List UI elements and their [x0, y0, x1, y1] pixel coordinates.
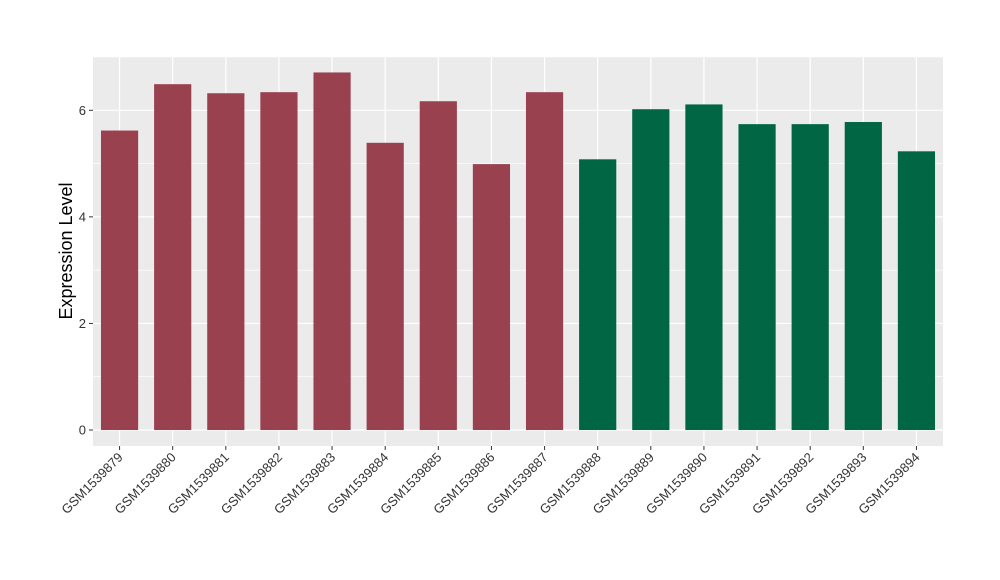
- y-axis: 0 2 4 6: [79, 103, 93, 438]
- bar-GSM1539880: [154, 84, 192, 431]
- bar-GSM1539893: [844, 122, 882, 431]
- y-tick-label: 0: [79, 423, 86, 438]
- bars: [100, 72, 936, 431]
- bar-GSM1539891: [738, 124, 776, 431]
- bar-GSM1539894: [897, 151, 936, 431]
- bar-GSM1539885: [419, 101, 457, 431]
- bar-GSM1539892: [791, 124, 829, 431]
- y-tick-label: 6: [79, 103, 86, 118]
- bar-GSM1539884: [366, 142, 404, 431]
- x-axis: GSM1539879GSM1539880GSM1539881GSM1539882…: [58, 446, 923, 517]
- bar-GSM1539890: [685, 104, 723, 431]
- bar-GSM1539886: [472, 164, 511, 431]
- bar-GSM1539888: [579, 159, 617, 431]
- bar-GSM1539887: [525, 92, 564, 431]
- bar-GSM1539882: [260, 92, 298, 431]
- y-tick-label: 2: [79, 316, 86, 331]
- y-axis-title: Expression Level: [56, 182, 76, 319]
- bar-GSM1539889: [632, 109, 670, 431]
- bar-GSM1539883: [313, 72, 351, 431]
- y-tick-label: 4: [79, 209, 86, 224]
- bar-GSM1539881: [207, 93, 245, 431]
- bar-GSM1539879: [100, 130, 139, 431]
